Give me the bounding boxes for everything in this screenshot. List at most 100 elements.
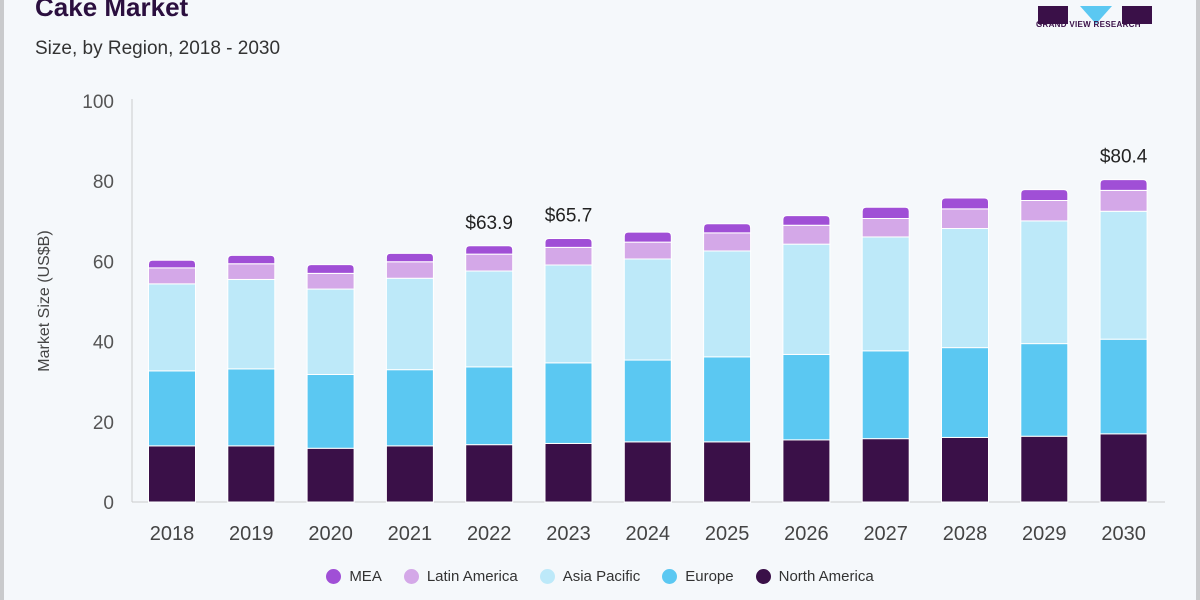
- bar-segment-mea: [861, 206, 910, 219]
- bar-segment-latin-america: [1099, 189, 1148, 212]
- bar-segment-latin-america: [544, 246, 593, 266]
- bar-segment-north-america: [148, 445, 196, 503]
- x-tick-label: 2019: [229, 523, 274, 545]
- bar-segment-mea: [148, 259, 196, 269]
- bar-segment-north-america: [941, 436, 989, 503]
- chart-subtitle: Size, by Region, 2018 - 2030: [35, 38, 281, 59]
- y-axis-label: Market Size (US$B): [36, 230, 53, 371]
- bar-segment-mea: [227, 254, 276, 265]
- x-tick-label: 2021: [388, 523, 433, 545]
- x-tick-label: 2018: [150, 523, 195, 545]
- bar-segment-north-america: [385, 445, 434, 503]
- legend-swatch: [403, 569, 419, 584]
- bar-segment-latin-america: [861, 217, 910, 238]
- bar-segment-north-america: [227, 445, 276, 503]
- bar-segment-mea: [544, 238, 593, 248]
- bar-segment-europe: [1020, 343, 1069, 437]
- y-tick-label: 80: [93, 172, 114, 193]
- bar-segment-latin-america: [306, 272, 355, 290]
- legend-item[interactable]: North America: [755, 568, 874, 585]
- bar-segment-latin-america: [385, 261, 434, 279]
- bar-segment-mea: [1099, 179, 1148, 191]
- bar-segment-asia-pacific: [1099, 210, 1148, 340]
- x-tick-label: 2030: [1101, 523, 1146, 545]
- bar-segment-europe: [623, 359, 672, 443]
- bar-segment-asia-pacific: [306, 288, 355, 375]
- right-border: [1196, 0, 1200, 600]
- bar-segment-latin-america: [623, 241, 672, 260]
- bar-segment-asia-pacific: [941, 228, 989, 349]
- bar-segment-north-america: [1020, 435, 1069, 503]
- bar-segment-asia-pacific: [385, 277, 434, 371]
- y-tick-label: 100: [82, 92, 114, 113]
- x-tick-label: 2029: [1022, 523, 1067, 545]
- bar-segment-europe: [306, 373, 355, 449]
- legend-label: Asia Pacific: [562, 568, 641, 585]
- x-tick-label: 2027: [863, 523, 908, 545]
- bar-segment-north-america: [623, 441, 672, 503]
- bar-segment-asia-pacific: [227, 278, 276, 370]
- x-tick-label: 2026: [784, 523, 829, 545]
- x-tick-label: 2023: [546, 523, 591, 545]
- bar-segment-north-america: [703, 441, 752, 503]
- legend-item[interactable]: Latin America: [403, 568, 518, 585]
- bar-segment-latin-america: [1020, 199, 1069, 222]
- y-tick-label: 40: [93, 333, 114, 354]
- logo-text: GRAND VIEW RESEARCH: [1036, 20, 1141, 29]
- bar-segment-asia-pacific: [544, 264, 593, 364]
- bar-segment-europe: [465, 366, 514, 446]
- x-tick-label: 2025: [705, 523, 750, 545]
- bar-segment-mea: [703, 223, 752, 234]
- legend-label: MEA: [349, 568, 382, 585]
- bar-segment-mea: [782, 215, 831, 226]
- bar-segment-asia-pacific: [623, 258, 672, 361]
- bar-segment-europe: [703, 356, 752, 443]
- bar-segment-europe: [148, 370, 196, 447]
- bar-segment-europe: [385, 369, 434, 447]
- x-tick-label: 2022: [467, 523, 512, 545]
- bar-segment-mea: [306, 264, 355, 274]
- x-tick-label: 2024: [626, 523, 671, 545]
- left-border: [0, 0, 4, 600]
- bar-segment-europe: [544, 362, 593, 444]
- bar-segment-europe: [941, 347, 989, 438]
- legend-label: North America: [778, 568, 874, 585]
- legend-item[interactable]: MEA: [326, 568, 382, 585]
- legend-swatch: [539, 569, 555, 584]
- total-data-label: $63.9: [465, 213, 513, 234]
- legend-label: Europe: [685, 568, 734, 585]
- bar-segment-mea: [623, 231, 672, 243]
- legend: MEA Latin America Asia Pacific Europe North …: [0, 568, 1200, 585]
- bar-segment-latin-america: [941, 208, 989, 230]
- bar-segment-asia-pacific: [148, 283, 196, 372]
- grand-view-research-logo: [1038, 6, 1152, 24]
- bar-segment-mea: [941, 197, 989, 210]
- bar-segment-europe: [1099, 338, 1148, 435]
- bar-segment-asia-pacific: [703, 250, 752, 358]
- bar-segment-europe: [782, 353, 831, 441]
- chart-title: Cake Market: [35, 0, 189, 22]
- legend-swatch: [326, 569, 342, 584]
- total-data-label: $65.7: [545, 206, 593, 227]
- x-tick-label: 2020: [308, 523, 353, 545]
- bar-segment-europe: [227, 368, 276, 447]
- bar-segment-latin-america: [227, 263, 276, 280]
- bar-segment-north-america: [465, 444, 514, 503]
- legend-item[interactable]: Europe: [662, 568, 734, 585]
- legend-item[interactable]: Asia Pacific: [539, 568, 641, 585]
- bar-segment-north-america: [1099, 433, 1148, 503]
- bar-segment-north-america: [306, 447, 355, 503]
- bar-segment-latin-america: [703, 232, 752, 252]
- total-data-label: $80.4: [1100, 147, 1148, 168]
- bar-segment-north-america: [782, 439, 831, 503]
- legend-swatch: [755, 569, 771, 584]
- bar-segment-north-america: [544, 442, 593, 503]
- bar-segment-north-america: [861, 438, 910, 503]
- bar-segment-asia-pacific: [861, 236, 910, 352]
- y-tick-label: 20: [93, 413, 114, 434]
- legend-label: Latin America: [426, 568, 518, 585]
- bar-segment-mea: [465, 245, 514, 255]
- x-tick-label: 2028: [943, 523, 988, 545]
- legend-swatch: [662, 569, 678, 584]
